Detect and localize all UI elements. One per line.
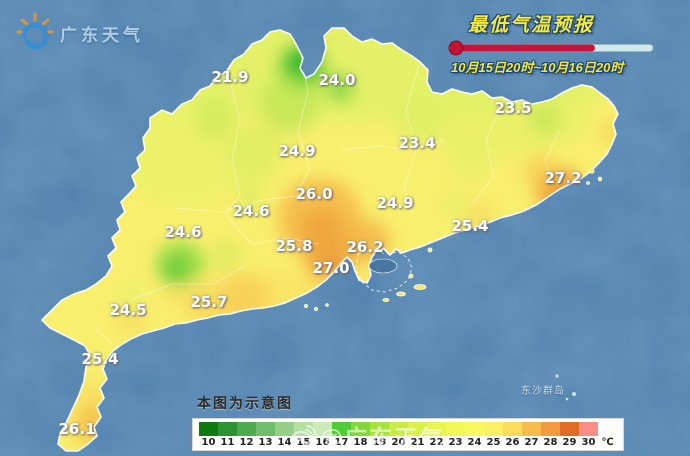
weather-logo-icon [16, 12, 54, 50]
forecast-header: 最低气温预报 10月15日20时~10月16日20时 [447, 10, 682, 76]
legend-swatch [541, 422, 560, 436]
station-logo: 广东天气 [16, 12, 144, 54]
legend-number: 17 [334, 437, 349, 448]
legend-number: 24 [467, 437, 482, 448]
legend-cell-28: 28 [541, 422, 560, 448]
legend-number: 19 [372, 437, 387, 448]
legend-swatch [579, 422, 598, 436]
legend-number: 18 [353, 437, 368, 448]
schematic-note: 本图为示意图 [197, 395, 293, 411]
legend-number: 27 [524, 437, 539, 448]
legend-cell-30: 30 [579, 422, 598, 448]
legend-number: 15 [296, 437, 311, 448]
legend-cell-12: 12 [237, 422, 256, 448]
legend-number: 22 [429, 437, 444, 448]
legend-swatch [408, 422, 427, 436]
legend-number: 26 [505, 437, 520, 448]
legend-number: 12 [239, 437, 254, 448]
legend-cell-22: 22 [427, 422, 446, 448]
legend-cell-18: 18 [351, 422, 370, 448]
legend-swatch [427, 422, 446, 436]
legend-cell-26: 26 [503, 422, 522, 448]
legend-number: 30 [581, 437, 596, 448]
legend-swatch [237, 422, 256, 436]
legend-cell-24: 24 [465, 422, 484, 448]
legend-number: 20 [391, 437, 406, 448]
legend-number: 11 [220, 437, 235, 448]
legend-cell-11: 11 [218, 422, 237, 448]
legend-cell-21: 21 [408, 422, 427, 448]
legend-swatch [465, 422, 484, 436]
dongsha-islands [555, 374, 576, 401]
legend-cell-27: 27 [522, 422, 541, 448]
legend-cell-25: 25 [484, 422, 503, 448]
legend-number: 14 [277, 437, 292, 448]
legend-swatch [484, 422, 503, 436]
legend-number: 28 [543, 437, 558, 448]
legend-number: 16 [315, 437, 330, 448]
legend-swatch [313, 422, 332, 436]
legend-unit-label: ℃ [601, 437, 614, 448]
legend-number: 10 [201, 437, 216, 448]
legend-cell-20: 20 [389, 422, 408, 448]
legend-cell-10: 10 [199, 422, 218, 448]
legend-cell-16: 16 [313, 422, 332, 448]
legend-swatch [294, 422, 313, 436]
legend-swatch [560, 422, 579, 436]
legend-unit: ℃ [598, 422, 617, 448]
station-logo-text: 广东天气 [60, 25, 144, 45]
legend-number: 25 [486, 437, 501, 448]
legend-number: 13 [258, 437, 273, 448]
legend-swatch [446, 422, 465, 436]
hongkong-dashed-boundary [355, 249, 413, 293]
thermometer-graphic [448, 40, 654, 56]
legend-cell-15: 15 [294, 422, 313, 448]
dongsha-islands-label: 东沙群岛 [521, 386, 565, 397]
legend-swatch [351, 422, 370, 436]
legend-cell-23: 23 [446, 422, 465, 448]
coastal-islands [303, 168, 603, 311]
temperature-legend: 10 11 12 13 14 15 16 17 18 19 20 21 22 23 24 25 26 27 28 29… [192, 418, 624, 451]
legend-cell-29: 29 [560, 422, 579, 448]
legend-swatch [275, 422, 294, 436]
legend-swatch [332, 422, 351, 436]
forecast-title: 最低气温预报 [468, 15, 595, 36]
forecast-date-range: 10月15日20时~10月16日20时 [451, 60, 624, 75]
legend-number: 29 [562, 437, 577, 448]
legend-cell-13: 13 [256, 422, 275, 448]
legend-swatch [389, 422, 408, 436]
legend-swatch [199, 422, 218, 436]
legend-cell-17: 17 [332, 422, 351, 448]
legend-cell-14: 14 [275, 422, 294, 448]
legend-swatch [218, 422, 237, 436]
legend-swatch [503, 422, 522, 436]
legend-number: 23 [448, 437, 463, 448]
legend-swatch [370, 422, 389, 436]
legend-cell-19: 19 [370, 422, 389, 448]
legend-number: 21 [410, 437, 425, 448]
legend-swatch [256, 422, 275, 436]
legend-swatch [522, 422, 541, 436]
